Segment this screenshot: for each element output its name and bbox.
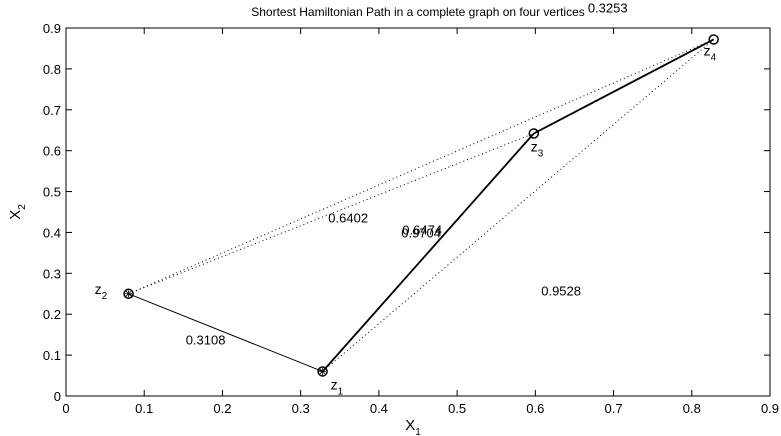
vertex-name: z (95, 281, 102, 297)
x-tick-label: 0.6 (526, 401, 544, 416)
x-axis-label-text: X1 (405, 417, 421, 436)
y-axis-label-text: X2 (7, 204, 28, 220)
label-sub: 2 (17, 204, 28, 210)
edge (128, 293, 323, 372)
x-axis-label: X1 (405, 417, 421, 436)
vertex-sub: 4 (711, 52, 717, 63)
x-tick-label: 0.7 (605, 401, 623, 416)
vertex-name: z (704, 42, 711, 58)
label-text: X (405, 417, 415, 434)
vertex-name: z (331, 376, 338, 392)
edge-weight-label: 0.9528 (541, 283, 581, 298)
vertex-marker (708, 34, 719, 45)
vertex-marker (123, 288, 134, 300)
y-tick-label: 0.7 (43, 103, 61, 118)
edge-weight-label: 0.6474 (402, 223, 442, 238)
plot-frame (65, 27, 771, 397)
y-tick-label: 0.1 (43, 348, 61, 363)
y-axis-label: X2 (7, 204, 28, 220)
y-tick-label: 0.9 (43, 21, 61, 36)
x-tick-label: 0.5 (448, 401, 466, 416)
label-text: X (7, 210, 24, 220)
x-tick-label: 0.2 (213, 401, 231, 416)
edge-weight-label: 0.3108 (186, 333, 226, 348)
vertex-sub: 1 (338, 386, 344, 397)
label-sub: 1 (415, 427, 421, 436)
y-tick-label: 0.8 (43, 62, 61, 77)
vertex-marker (528, 128, 540, 139)
edge-weight-label: 0.9704 (401, 226, 441, 241)
vertex-label: z3 (531, 138, 544, 159)
vertex-star (125, 291, 132, 297)
edge (322, 39, 715, 372)
edge (321, 132, 535, 373)
chart-title: Shortest Hamiltonian Path in a complete … (251, 5, 585, 19)
x-tick-label: 0.4 (370, 401, 388, 416)
vertex-name: z (531, 138, 538, 154)
y-tick-label: 0.2 (43, 307, 61, 322)
vertex-star (319, 368, 326, 375)
vertex-label: z4 (704, 42, 717, 63)
y-tick-label: 0 (54, 389, 61, 404)
x-tick-label: 0.9 (761, 401, 779, 416)
edge-weight-label: 0.3253 (588, 0, 628, 15)
vertex-marker (317, 366, 328, 377)
vertex-sub: 3 (538, 148, 544, 159)
x-tick-label: 0.1 (135, 401, 153, 416)
x-tick-label: 0 (62, 401, 69, 416)
y-tick-label: 0.5 (43, 185, 61, 200)
edge (533, 38, 715, 135)
y-tick-label: 0.4 (43, 225, 61, 240)
x-tick-label: 0.3 (292, 401, 310, 416)
y-tick-label: 0.3 (43, 266, 61, 281)
x-tick-label: 0.8 (683, 401, 701, 416)
edge (128, 133, 534, 295)
vertex-sub: 2 (102, 291, 108, 302)
y-tick-label: 0.6 (43, 144, 61, 159)
vertex-label: z1 (331, 376, 344, 397)
vertex-label: z2 (95, 281, 108, 302)
edge-weight-label: 0.6402 (328, 210, 368, 225)
